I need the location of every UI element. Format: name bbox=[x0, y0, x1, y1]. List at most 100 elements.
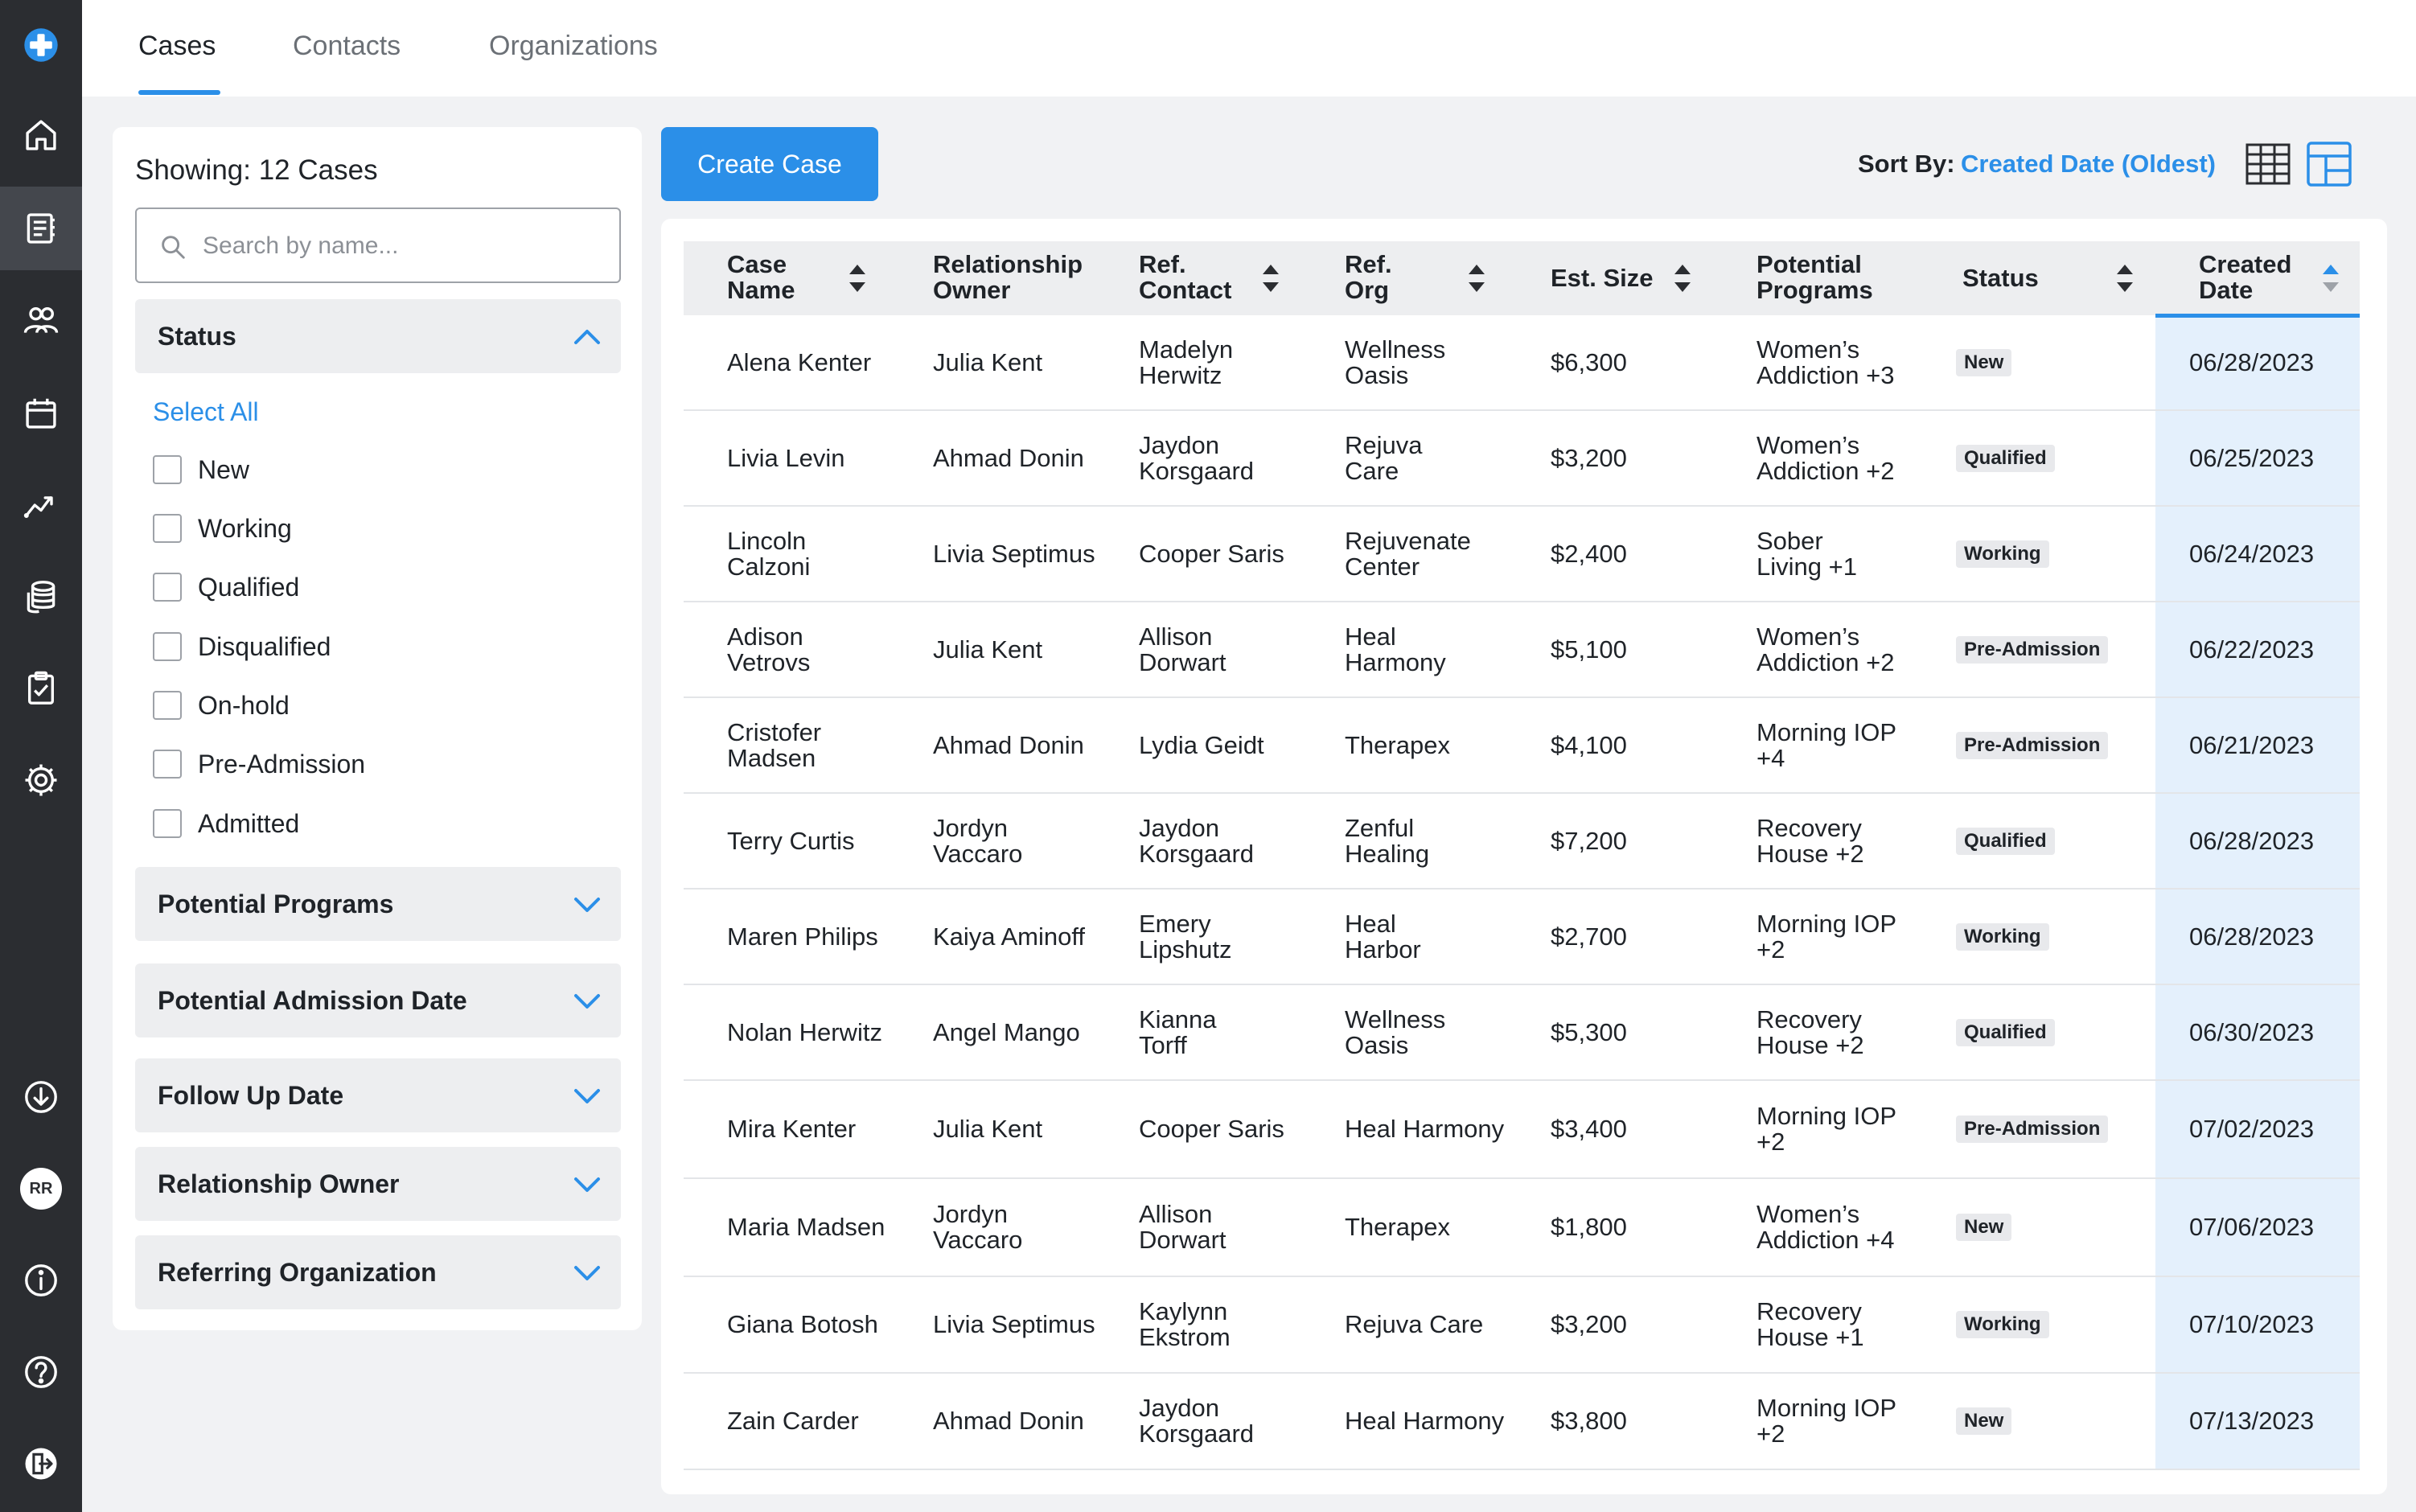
table-row[interactable] bbox=[684, 507, 2360, 602]
sort-icon[interactable] bbox=[1261, 260, 1280, 297]
potential-programs-section[interactable]: Potential Programs bbox=[135, 867, 621, 941]
checkbox[interactable] bbox=[153, 632, 182, 661]
follow-up-date-section[interactable]: Follow Up Date bbox=[135, 1058, 621, 1132]
sort-icon[interactable] bbox=[848, 260, 867, 297]
cell-line: Maren Philips bbox=[727, 922, 878, 951]
table-row[interactable] bbox=[684, 1081, 2360, 1179]
cell-line: Ahmad Donin bbox=[933, 443, 1084, 472]
settings-gear-icon[interactable] bbox=[0, 738, 82, 822]
select-all-link[interactable]: Select All bbox=[153, 397, 259, 426]
cell-line: Morning IOP bbox=[1757, 717, 1897, 746]
status-option-qualified[interactable]: Qualified bbox=[153, 571, 299, 603]
status-option-label: Disqualified bbox=[198, 631, 331, 661]
sort-dropdown[interactable]: Created Date (Oldest) bbox=[1961, 150, 2216, 178]
cell-line: Healing bbox=[1345, 839, 1430, 868]
cell-ref-contact: Cooper Saris bbox=[1139, 1116, 1284, 1142]
tab-cases[interactable]: Cases bbox=[138, 31, 216, 61]
column-header-status[interactable]: Status bbox=[1962, 264, 2039, 292]
table-row[interactable] bbox=[684, 602, 2360, 698]
table-row[interactable] bbox=[684, 411, 2360, 507]
table-row[interactable] bbox=[684, 890, 2360, 985]
sort-ascending-icon[interactable] bbox=[2321, 260, 2340, 297]
column-header-ref-contact[interactable]: Ref. Contact bbox=[1139, 252, 1231, 303]
column-header-ref-org[interactable]: Ref. Org bbox=[1345, 252, 1392, 303]
column-header-relationship-owner[interactable]: Relationship Owner bbox=[933, 252, 1083, 303]
checkbox[interactable] bbox=[153, 455, 182, 484]
logo-cross-icon[interactable] bbox=[0, 3, 82, 87]
home-icon[interactable] bbox=[0, 93, 82, 177]
search-input[interactable] bbox=[203, 224, 605, 269]
cell-created-date: 06/25/2023 bbox=[2189, 443, 2315, 472]
search-box bbox=[135, 207, 621, 283]
cell-potential-programs: Women’s Addiction +3 bbox=[1757, 336, 1894, 388]
cell-line: Vaccaro bbox=[933, 1226, 1023, 1254]
board-view-icon[interactable] bbox=[2305, 140, 2353, 188]
checkbox[interactable] bbox=[153, 691, 182, 720]
sort-icon[interactable] bbox=[2115, 260, 2135, 297]
cell-est-size: $6,300 bbox=[1551, 349, 1627, 376]
chevron-up-icon bbox=[574, 330, 600, 344]
cell-relationship-owner: Julia Kent bbox=[933, 1116, 1042, 1142]
checkbox[interactable] bbox=[153, 809, 182, 838]
cell-ref-contact: Jaydon Korsgaard bbox=[1139, 815, 1254, 867]
status-option-pre-admission[interactable]: Pre-Admission bbox=[153, 748, 365, 780]
cell-ref-org: Heal Harmony bbox=[1345, 1408, 1504, 1434]
column-header-case-name[interactable]: Case Name bbox=[727, 252, 795, 303]
table-row[interactable] bbox=[684, 1179, 2360, 1277]
tab-organizations[interactable]: Organizations bbox=[489, 31, 658, 61]
tasks-clipboard-icon[interactable] bbox=[0, 647, 82, 730]
status-option-disqualified[interactable]: Disqualified bbox=[153, 631, 331, 663]
status-option-on-hold[interactable]: On-hold bbox=[153, 689, 290, 721]
checkbox[interactable] bbox=[153, 573, 182, 602]
cell-ref-org: Rejuva Care bbox=[1345, 1312, 1483, 1337]
contacts-people-icon[interactable] bbox=[0, 278, 82, 362]
cell-line: Addiction +4 bbox=[1757, 1226, 1895, 1254]
status-option-new[interactable]: New bbox=[153, 454, 249, 486]
cell-line: $2,700 bbox=[1551, 922, 1627, 951]
cell-relationship-owner: Ahmad Donin bbox=[933, 443, 1084, 472]
table-row[interactable] bbox=[684, 1374, 2360, 1470]
status-option-working[interactable]: Working bbox=[153, 512, 292, 544]
checkbox[interactable] bbox=[153, 514, 182, 543]
avatar[interactable]: RR bbox=[0, 1147, 82, 1231]
status-section-header[interactable]: Status bbox=[135, 299, 621, 373]
analytics-chart-icon[interactable] bbox=[0, 463, 82, 547]
referring-organization-section[interactable]: Referring Organization bbox=[135, 1235, 621, 1309]
status-option-label: On-hold bbox=[198, 690, 290, 720]
table-row[interactable] bbox=[684, 985, 2360, 1081]
table-view-icon[interactable] bbox=[2244, 140, 2292, 188]
cell-line: Vaccaro bbox=[933, 839, 1023, 868]
potential-admission-date-section[interactable]: Potential Admission Date bbox=[135, 963, 621, 1037]
create-case-button[interactable]: Create Case bbox=[661, 127, 878, 201]
column-header-potential-programs[interactable]: Potential Programs bbox=[1757, 252, 1873, 303]
table-row[interactable] bbox=[684, 315, 2360, 411]
tab-contacts[interactable]: Contacts bbox=[293, 31, 401, 61]
cell-line: Ahmad Donin bbox=[933, 1407, 1084, 1435]
status-option-label: Pre-Admission bbox=[198, 749, 366, 779]
download-icon[interactable] bbox=[0, 1055, 82, 1139]
cell-ref-org: Rejuva Care bbox=[1345, 432, 1423, 484]
table-row[interactable] bbox=[684, 794, 2360, 890]
calendar-icon[interactable] bbox=[0, 372, 82, 455]
help-icon[interactable] bbox=[0, 1330, 82, 1414]
cell-line: Giana Botosh bbox=[727, 1310, 878, 1338]
status-option-admitted[interactable]: Admitted bbox=[153, 807, 299, 840]
column-header-est-size[interactable]: Est. Size bbox=[1551, 264, 1654, 292]
cell-relationship-owner: Angel Mango bbox=[933, 1019, 1080, 1046]
info-icon[interactable] bbox=[0, 1239, 82, 1322]
relationship-owner-section[interactable]: Relationship Owner bbox=[135, 1147, 621, 1221]
status-option-label: Qualified bbox=[198, 572, 300, 602]
sort-icon[interactable] bbox=[1673, 260, 1692, 297]
cell-potential-programs: Women’s Addiction +2 bbox=[1757, 623, 1894, 676]
checkbox[interactable] bbox=[153, 750, 182, 779]
sort-icon[interactable] bbox=[1467, 260, 1486, 297]
column-header-created-date[interactable]: Created Date bbox=[2199, 252, 2291, 303]
cell-line: Recovery bbox=[1757, 813, 1862, 842]
table-row[interactable] bbox=[684, 698, 2360, 794]
status-badge: New bbox=[1956, 1407, 2012, 1435]
table-row[interactable] bbox=[684, 1277, 2360, 1374]
cases-book-icon[interactable] bbox=[0, 187, 82, 270]
cell-line: House +1 bbox=[1757, 1323, 1864, 1351]
billing-stack-icon[interactable] bbox=[0, 555, 82, 639]
logout-icon[interactable] bbox=[0, 1422, 82, 1506]
